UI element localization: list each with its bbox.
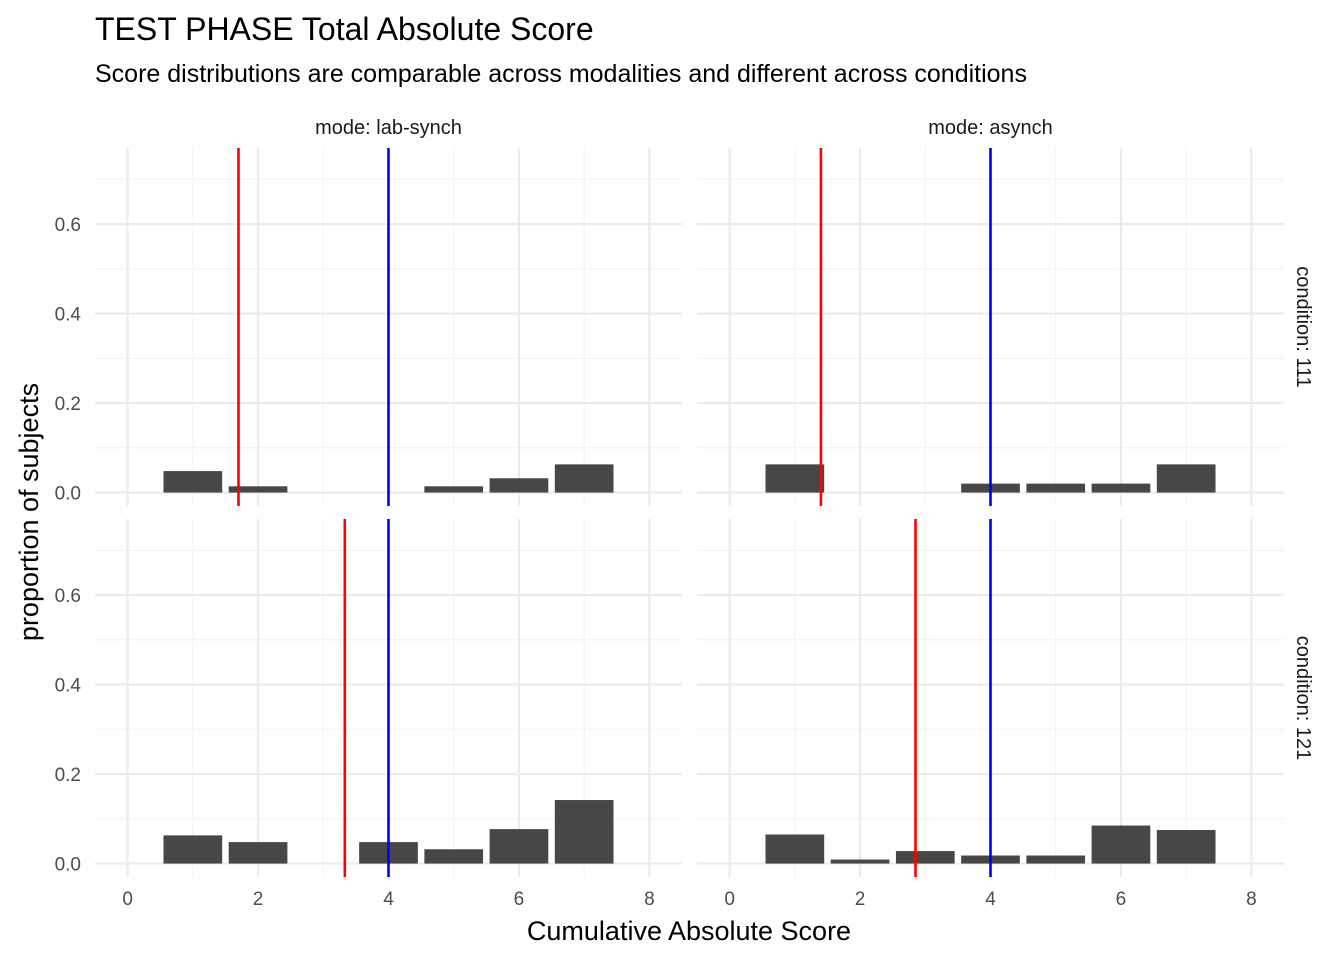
x-axis-title: Cumulative Absolute Score xyxy=(527,916,851,946)
y-tick-label: 0.4 xyxy=(55,305,82,326)
y-tick-label: 0.4 xyxy=(55,676,82,697)
facet-panel xyxy=(697,148,1284,506)
x-tick-label: 4 xyxy=(383,889,394,910)
bar xyxy=(163,471,223,493)
x-tick-label: 8 xyxy=(1246,889,1257,910)
y-tick-label: 0.6 xyxy=(55,215,81,236)
facet-row-label: condition: 121 xyxy=(1292,636,1314,761)
bar xyxy=(424,849,484,864)
bar xyxy=(1091,825,1151,864)
bar xyxy=(830,859,890,864)
bar xyxy=(895,851,955,864)
x-tick-label: 0 xyxy=(724,889,735,910)
x-tick-label: 8 xyxy=(644,889,655,910)
facet-row-label: condition: 111 xyxy=(1292,266,1314,388)
bar xyxy=(489,478,549,493)
y-axis-title: proportion of subjects xyxy=(14,383,44,641)
x-tick-label: 6 xyxy=(514,889,525,910)
bar xyxy=(228,486,288,493)
bar xyxy=(163,835,223,864)
bar xyxy=(554,800,614,864)
facet-panel xyxy=(697,519,1284,877)
y-tick-label: 0.0 xyxy=(55,484,81,505)
facet-panel xyxy=(95,519,682,877)
x-tick-label: 2 xyxy=(855,889,866,910)
y-tick-label: 0.0 xyxy=(55,855,81,876)
chart-subtitle: Score distributions are comparable acros… xyxy=(95,60,1027,88)
x-tick-label: 0 xyxy=(122,889,133,910)
bar xyxy=(765,834,825,864)
facet-column-label: mode: asynch xyxy=(928,117,1053,139)
bar xyxy=(1156,830,1216,864)
bar xyxy=(424,486,484,493)
bar xyxy=(228,842,288,864)
bar xyxy=(554,464,614,493)
facet-column-label: mode: lab-synch xyxy=(315,117,462,139)
bar xyxy=(765,464,825,493)
bar xyxy=(1156,464,1216,493)
x-tick-label: 4 xyxy=(985,889,996,910)
y-tick-label: 0.6 xyxy=(55,586,81,607)
x-tick-label: 6 xyxy=(1116,889,1127,910)
facet-panels: mode: lab-synch 0.0 0.2 0.4 0.6 mode: asynch c… xyxy=(55,117,1314,910)
y-tick-label: 0.2 xyxy=(55,765,81,786)
y-tick-label: 0.2 xyxy=(55,394,81,415)
x-tick-label: 2 xyxy=(253,889,264,910)
bar xyxy=(1026,483,1086,493)
chart-title: TEST PHASE Total Absolute Score xyxy=(95,11,594,47)
bar xyxy=(1091,483,1151,493)
facet-panel xyxy=(95,148,682,506)
bar xyxy=(1026,855,1086,864)
bar xyxy=(489,829,549,864)
